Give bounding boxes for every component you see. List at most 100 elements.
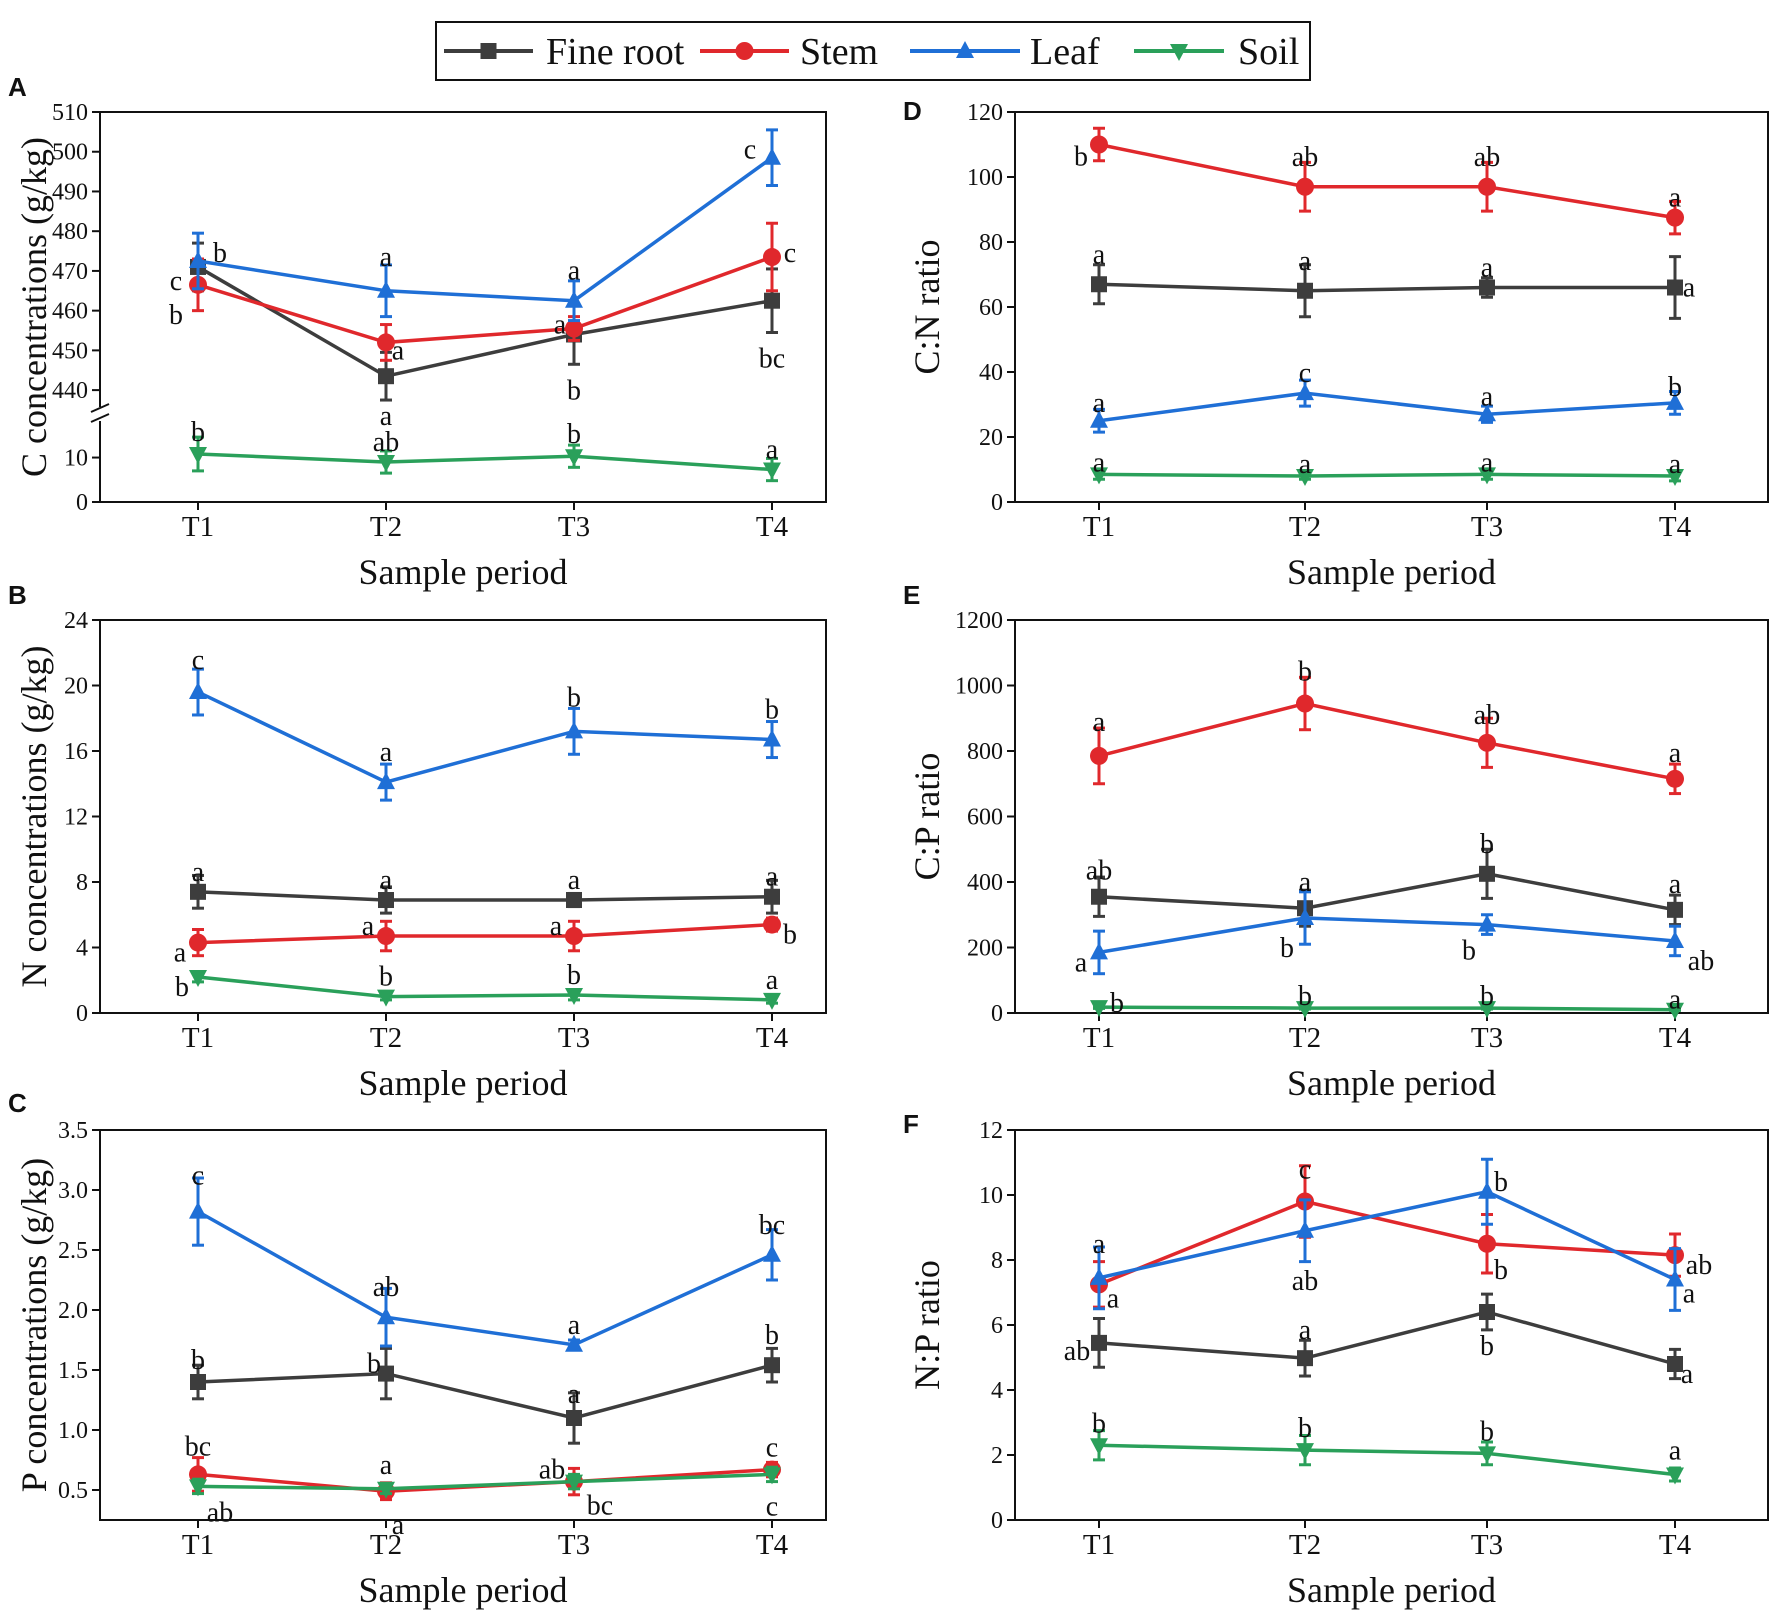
series-leaf xyxy=(1090,378,1684,434)
sig-label-stem-T2: a xyxy=(392,335,405,366)
sig-label-leaf-T3: a xyxy=(568,1310,581,1341)
point-soil-T2 xyxy=(377,989,395,1007)
sig-label-fine-root-T3: b xyxy=(1480,1331,1494,1362)
x-axis-title: Sample period xyxy=(1287,1063,1496,1103)
x-tick-label-T4: T4 xyxy=(1659,1529,1692,1561)
sig-label-fine-root-T1: a xyxy=(1093,239,1106,270)
point-fine-root-T1 xyxy=(190,1374,206,1390)
series-leaf xyxy=(1090,890,1684,976)
y-tick-label: 120 xyxy=(967,100,1003,126)
sig-label-fine-root-T3: b xyxy=(1480,829,1494,860)
series-line-leaf xyxy=(1098,1189,1676,1282)
point-fine-root-T3 xyxy=(1479,865,1495,882)
sig-label-soil-T4: a xyxy=(1669,449,1682,480)
point-leaf-T2 xyxy=(377,280,395,298)
point-soil-T1 xyxy=(1090,1000,1108,1018)
x-tick-label-T3: T3 xyxy=(1471,511,1503,543)
legend-label-stem: Stem xyxy=(800,31,878,73)
point-soil-T3 xyxy=(1478,1446,1496,1464)
y-tick-label: 1.0 xyxy=(58,1418,88,1444)
legend: Fine root Stem Leaf Soil xyxy=(435,21,1311,81)
point-soil-T2 xyxy=(377,455,395,472)
plot-frame xyxy=(99,619,827,1014)
sig-label-soil-T3: bc xyxy=(587,1491,613,1522)
point-soil-T2 xyxy=(377,1481,395,1499)
sig-label-soil-T1: b xyxy=(175,972,189,1003)
sig-label-stem-T1: a xyxy=(1093,707,1106,738)
point-fine-root-T3 xyxy=(1479,1304,1495,1320)
sig-label-stem-T3: ab xyxy=(1474,700,1500,731)
point-fine-root-T3 xyxy=(566,1410,582,1426)
sig-label-leaf-T4: c xyxy=(744,135,756,166)
series-leaf xyxy=(189,128,781,323)
panel-D: 0 20 40 60 80 100 120 T1 T2 T3 T4 Sample period C:N … xyxy=(903,96,1769,592)
axis-break-mark xyxy=(90,403,110,413)
point-soil-T4 xyxy=(1666,469,1684,486)
x-tick-label-T1: T1 xyxy=(1083,1022,1115,1054)
sig-label-leaf-T3: b xyxy=(1462,936,1476,967)
point-leaf-T3 xyxy=(565,1334,583,1352)
plot-frame xyxy=(1014,111,1769,503)
point-leaf-T4 xyxy=(763,147,781,165)
point-stem-T3 xyxy=(565,927,583,946)
point-stem-T3 xyxy=(1478,177,1496,196)
point-stem-T1 xyxy=(1090,135,1108,154)
sig-label-fine-root-T1: c xyxy=(170,266,182,297)
y-tick-label: 8 xyxy=(76,870,88,896)
point-soil-T2 xyxy=(1296,469,1314,486)
point-fine-root-T2 xyxy=(1297,282,1313,299)
sig-label-leaf-T4: bc xyxy=(759,1210,785,1241)
sig-label-soil-T2: b xyxy=(1298,1413,1312,1444)
y-tick-label: 1200 xyxy=(955,608,1003,634)
sig-label-leaf-T4: ab xyxy=(1688,946,1714,977)
sig-label-fine-root-T2: a xyxy=(1299,1315,1312,1346)
x-axis-title: Sample period xyxy=(359,1570,568,1610)
y-tick-label: 2.5 xyxy=(58,1238,88,1264)
series-line-stem xyxy=(1098,142,1676,220)
sig-label-leaf-T1: a xyxy=(1093,1229,1106,1260)
sig-label-leaf-T1: a xyxy=(1093,388,1106,419)
series-line-fine-root xyxy=(1098,872,1676,912)
series-soil xyxy=(189,1465,781,1499)
panel-E: 0 200 400 600 800 1000 1200 T1 T2 T3 T4 Sample peri… xyxy=(903,580,1769,1103)
y-tick-label: 510 xyxy=(52,100,88,126)
point-fine-root-T2 xyxy=(1297,1350,1313,1367)
panel-C: 0.5 1.0 1.5 2.0 2.5 3.0 3.5 T1 T2 T3 T4 Sample peri… xyxy=(8,1088,827,1610)
point-leaf-T4 xyxy=(763,1244,781,1262)
y-tick-label: 500 xyxy=(52,140,88,166)
y-tick-label: 400 xyxy=(967,870,1003,896)
x-tick-label-T3: T3 xyxy=(558,511,590,543)
y-tick-label: 1.5 xyxy=(58,1358,88,1384)
point-leaf-T4 xyxy=(763,729,781,747)
point-stem-T4 xyxy=(1666,769,1684,788)
sig-label-leaf-T2: b xyxy=(1280,933,1294,964)
sig-label-stem-T2: ab xyxy=(1292,142,1318,173)
sig-label-soil-T1: b xyxy=(191,417,205,448)
x-tick-label-T1: T1 xyxy=(182,1022,214,1054)
series-leaf xyxy=(189,1176,781,1352)
series-line-soil xyxy=(197,1472,773,1491)
sig-label-stem-T3: a xyxy=(554,310,567,341)
panel-B: 0 4 8 12 16 20 24 T1 T2 T3 T4 Sample period N concen… xyxy=(8,580,827,1103)
sig-label-fine-root-T3: b xyxy=(567,375,581,406)
y-tick-label: 80 xyxy=(979,230,1003,256)
sig-label-stem-T4: b xyxy=(783,920,797,951)
y-tick-label: 600 xyxy=(967,805,1003,831)
x-tick-label-T4: T4 xyxy=(756,511,789,543)
y-tick-label: 0 xyxy=(76,1001,88,1027)
sig-label-fine-root-T2: a xyxy=(1299,246,1312,277)
point-soil-T2 xyxy=(1296,1443,1314,1461)
series-line-leaf xyxy=(197,1210,773,1347)
y-tick-label: 12 xyxy=(979,1118,1003,1144)
series-line-fine-root xyxy=(1098,1310,1676,1366)
y-tick-label: 20 xyxy=(64,674,88,700)
sig-label-soil-T1: b xyxy=(1092,1408,1106,1439)
series-line-stem xyxy=(1098,1199,1676,1286)
point-stem-T2 xyxy=(1296,177,1314,196)
sig-label-soil-T3: b xyxy=(1480,1416,1494,1447)
point-soil-T1 xyxy=(1090,467,1108,485)
sig-label-soil-T2: b xyxy=(1298,981,1312,1012)
sig-label-soil-T3: b xyxy=(567,960,581,991)
sig-label-fine-root-T3: a xyxy=(568,1379,581,1410)
legend-marker-soil xyxy=(1170,44,1188,61)
